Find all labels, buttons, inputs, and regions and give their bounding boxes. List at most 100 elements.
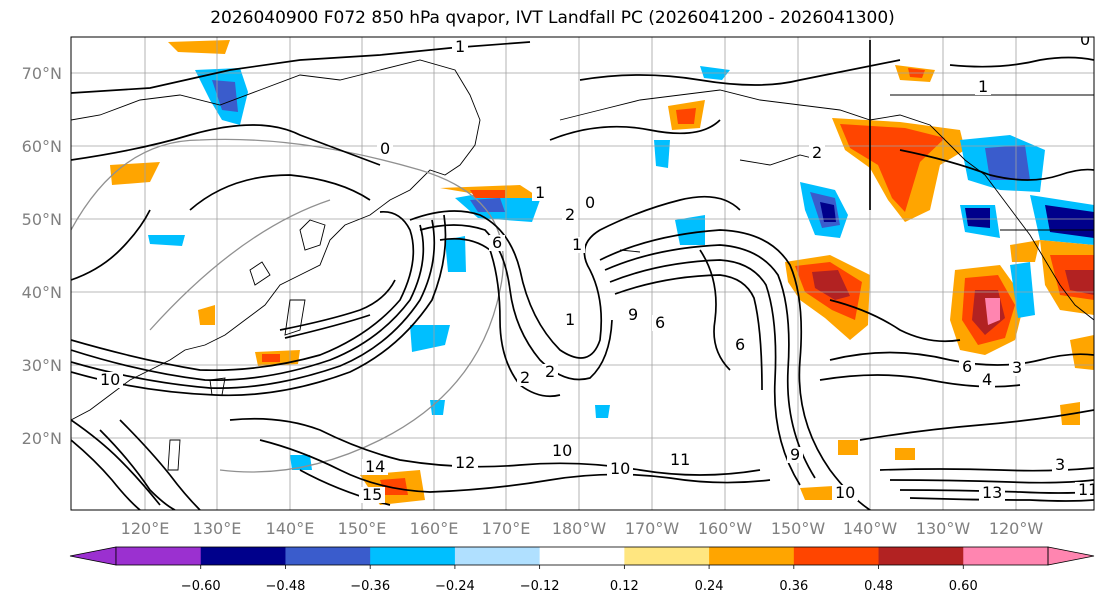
contour-label-bg xyxy=(362,459,388,475)
colorbar-segment xyxy=(454,547,541,565)
contour-label: 1 xyxy=(978,77,988,96)
colorbar-segment xyxy=(963,547,1049,565)
lat-label: 60°N xyxy=(22,137,62,156)
contour-label-bg xyxy=(1075,482,1094,498)
contour-label-bg xyxy=(1052,457,1068,473)
colorbar-segment xyxy=(624,547,710,565)
contour-label: 11 xyxy=(1078,480,1098,499)
contour-label-bg xyxy=(569,237,585,253)
colorbar-segment xyxy=(200,547,286,565)
lon-label: 120°W xyxy=(989,519,1044,538)
contour-label: 10 xyxy=(552,441,572,460)
contour-label-bg xyxy=(562,312,578,328)
contour-label-bg xyxy=(562,207,578,223)
contour-label: 6 xyxy=(735,335,745,354)
anomaly-patch xyxy=(895,448,915,460)
colorbar-segment xyxy=(878,547,964,565)
contour-label: 2 xyxy=(565,205,575,224)
colorbar-segment xyxy=(539,547,625,565)
contour-label-bg xyxy=(549,443,575,459)
anomaly-patch xyxy=(445,236,466,272)
coastlines xyxy=(71,59,1094,471)
lat-label: 20°N xyxy=(22,429,62,448)
lon-label: 180°W xyxy=(552,519,607,538)
anomaly-patch xyxy=(410,325,450,352)
contour-label-bg xyxy=(959,359,975,375)
contour-label: 0 xyxy=(380,139,390,158)
contour-label: 12 xyxy=(455,453,475,472)
colorbar-segment xyxy=(370,547,456,565)
anomaly-patch xyxy=(1065,270,1094,295)
contour-label-bg xyxy=(625,307,641,323)
contour-label: 9 xyxy=(790,445,800,464)
contour-label: 11 xyxy=(670,450,690,469)
latitude-labels: 70°N 60°N 50°N 40°N 30°N 20°N xyxy=(22,64,62,448)
lon-label: 150°W xyxy=(771,519,826,538)
colorbar-arrow-right xyxy=(1047,546,1095,566)
colorbar-tick-label: −0.60 xyxy=(181,579,221,594)
colorbar-segment xyxy=(793,547,880,565)
contour-label-bg xyxy=(652,315,668,331)
contour-label: 15 xyxy=(362,485,382,504)
contour-label-bg xyxy=(667,452,693,468)
map-gridlines xyxy=(71,37,1094,510)
contour-label: 1 xyxy=(455,37,465,56)
contour-label: 3 xyxy=(1012,358,1022,377)
contour-label-bg xyxy=(517,370,533,386)
anomaly-patch xyxy=(820,202,836,222)
colorbar-segment xyxy=(285,547,371,565)
ivt-contours xyxy=(71,40,1094,510)
colorbar-tick-label: −0.48 xyxy=(266,579,306,594)
contour-label-bg xyxy=(452,39,468,55)
lat-label: 40°N xyxy=(22,283,62,302)
anomaly-patch xyxy=(380,478,408,495)
colorbar-tick-label: −0.12 xyxy=(520,579,560,594)
lon-label: 130°W xyxy=(916,519,971,538)
colorbar-arrow-left xyxy=(69,546,117,566)
colorbar-segment xyxy=(709,547,795,565)
contour-label: 6 xyxy=(492,233,502,252)
anomaly-patch xyxy=(470,190,505,198)
contour-label: 3 xyxy=(1055,455,1065,474)
anomaly-patch xyxy=(676,108,696,124)
colorbar-tick-label: 0.48 xyxy=(864,579,893,594)
colorbar-segment xyxy=(116,547,202,565)
anomaly-patch xyxy=(985,145,1030,180)
anomaly-patch xyxy=(812,270,850,300)
lat-label: 70°N xyxy=(22,64,62,83)
contour-label-bg xyxy=(582,195,598,211)
great-circle-arcs xyxy=(71,138,504,473)
contour-label: 6 xyxy=(655,313,665,332)
contour-label: 9 xyxy=(628,305,638,324)
contour-label: 14 xyxy=(365,457,385,476)
colorbar-tick-label: 0.24 xyxy=(695,579,724,594)
lon-label: 140°E xyxy=(266,519,315,538)
lon-label: 160°E xyxy=(410,519,459,538)
contour-label: 1 xyxy=(572,235,582,254)
contour-label-bg xyxy=(377,141,393,157)
longitude-labels: 120°E 130°E 140°E 150°E 160°E 170°E 180°W 170°W… xyxy=(121,519,1044,538)
contour-label: 6 xyxy=(962,357,972,376)
lon-label: 160°W xyxy=(698,519,753,538)
contour-label-bg xyxy=(787,447,803,463)
colorbar-tick-label: 0.60 xyxy=(949,579,978,594)
contour-label: 0 xyxy=(585,193,595,212)
lon-label: 140°W xyxy=(843,519,898,538)
colorbar-tick-label: 0.36 xyxy=(779,579,808,594)
lon-label: 120°E xyxy=(121,519,170,538)
anomaly-patch xyxy=(1010,240,1040,262)
colorbar-segments xyxy=(69,546,1095,566)
contour-label-bg xyxy=(607,461,633,477)
contour-label-bg xyxy=(489,235,505,251)
lon-label: 170°E xyxy=(482,519,531,538)
colorbar-tick-label: −0.36 xyxy=(350,579,390,594)
anomaly-patch xyxy=(675,215,705,245)
anomaly-patch xyxy=(1070,335,1094,370)
anomaly-patch xyxy=(654,140,670,168)
qvapor-anomaly-shading xyxy=(110,40,1094,505)
contour-label-bg xyxy=(452,455,478,471)
anomaly-patch xyxy=(110,162,160,185)
